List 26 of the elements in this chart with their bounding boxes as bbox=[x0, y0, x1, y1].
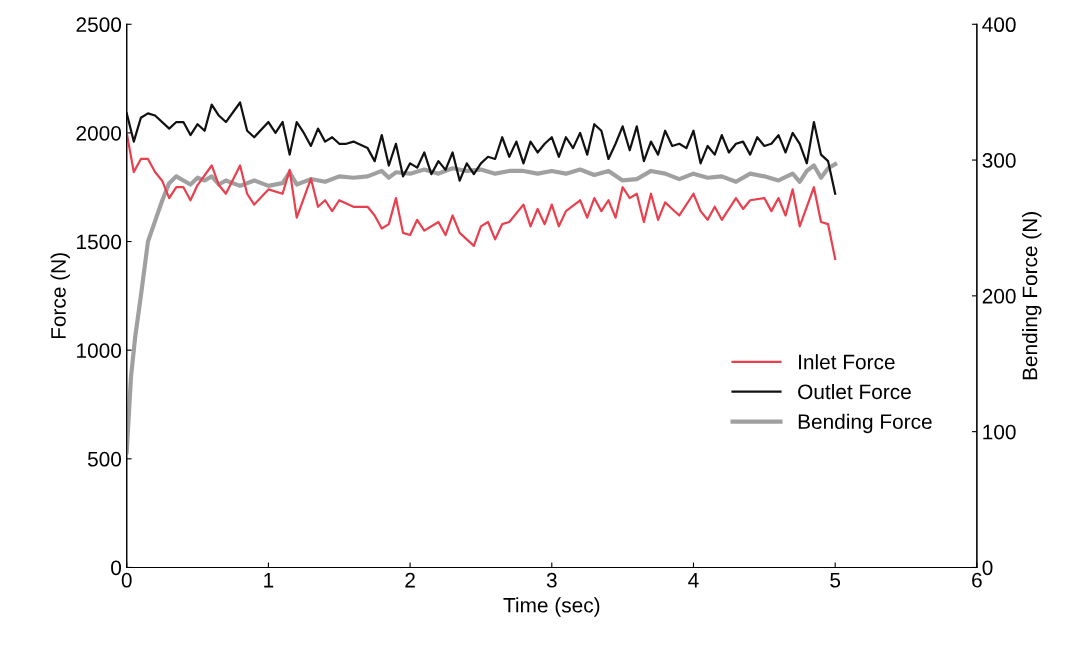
y2-tick-label: 0 bbox=[982, 560, 993, 576]
y-tick-label: 1500 bbox=[77, 234, 122, 250]
y-axis-title: Force (N) bbox=[50, 253, 70, 339]
legend-label: Inlet Force bbox=[799, 354, 895, 370]
y2-tick-label: 100 bbox=[983, 424, 1016, 440]
x-axis-title: Time (sec) bbox=[503, 597, 600, 617]
x-tick-label: 0 bbox=[121, 572, 132, 588]
legend-label: Bending Force bbox=[798, 413, 932, 434]
line-series bbox=[126, 131, 837, 261]
x-tick-label: 1 bbox=[264, 573, 274, 588]
y-tick-label: 500 bbox=[87, 451, 122, 467]
y-tick-label: 2500 bbox=[76, 17, 122, 33]
y2-tick-label: 400 bbox=[982, 17, 1016, 33]
legend-label: Outlet Force bbox=[798, 383, 911, 400]
y2-tick-label: 200 bbox=[982, 288, 1016, 304]
x-tick-label: 6 bbox=[972, 572, 982, 588]
x-tick-label: 3 bbox=[546, 572, 557, 588]
x-tick-label: 5 bbox=[830, 573, 841, 588]
y-tick-label: 0 bbox=[111, 560, 122, 576]
x-tick-label: 4 bbox=[688, 573, 699, 588]
x-tick-label: 2 bbox=[405, 572, 415, 588]
y2-axis-title: Bending Force (N) bbox=[1022, 212, 1042, 380]
y-tick-label: 2000 bbox=[76, 125, 122, 141]
y-tick-label: 1000 bbox=[77, 343, 122, 358]
line-series bbox=[126, 101, 837, 195]
y2-tick-label: 300 bbox=[982, 153, 1016, 168]
